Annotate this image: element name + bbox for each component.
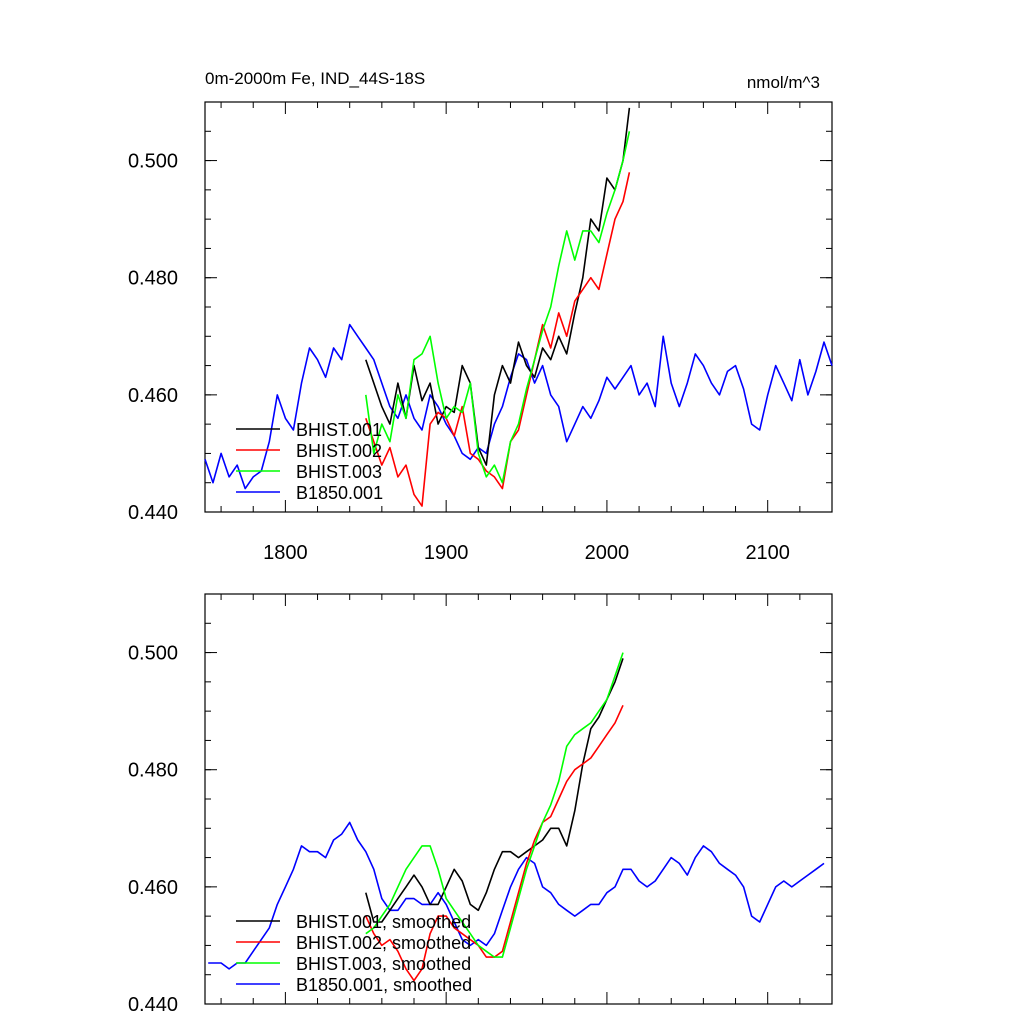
legend-label: BHIST.003, smoothed	[296, 954, 471, 974]
series-line-b1850-001-smoothed	[208, 821, 825, 970]
top-series	[204, 107, 833, 507]
bottom-series	[208, 652, 825, 982]
legend-label: BHIST.003	[296, 462, 382, 482]
y-tick-label: 0.500	[128, 151, 178, 173]
y-tick-label: 0.440	[128, 502, 178, 524]
y-tick-label: 0.480	[128, 760, 178, 782]
x-tick-label: 2000	[585, 542, 630, 564]
series-line-bhist-001-smoothed	[365, 658, 624, 923]
y-tick-label: 0.500	[128, 643, 178, 665]
legend-label: BHIST.002	[296, 441, 382, 461]
x-tick-label: 1800	[263, 542, 308, 564]
bottom-ticks: 0.440 0.460 0.480 0.500	[128, 593, 833, 1016]
series-line-bhist-003-smoothed	[365, 652, 624, 958]
series-line-bhist-002	[365, 172, 631, 507]
y-tick-label: 0.460	[128, 385, 178, 407]
x-tick-label: 2100	[745, 542, 790, 564]
series-line-bhist-001	[365, 107, 631, 466]
top-ticks: 0.440 0.460 0.480 0.500 1800 1900 2000 2100	[128, 101, 833, 564]
legend-label: B1850.001	[296, 483, 383, 503]
x-tick-label: 1900	[424, 542, 469, 564]
legend-label: BHIST.002, smoothed	[296, 933, 471, 953]
top-panel: 0m-2000m Fe, IND_44S-18S nmol/m^3 0.4400…	[128, 69, 833, 564]
top-title-left: 0m-2000m Fe, IND_44S-18S	[205, 69, 425, 88]
y-tick-label: 0.440	[128, 994, 178, 1016]
y-tick-label: 0.480	[128, 268, 178, 290]
bottom-panel: 0.440 0.460 0.480 0.500 BHIST.001, smoothed…	[128, 593, 833, 1016]
y-tick-label: 0.460	[128, 877, 178, 899]
legend-label: BHIST.001, smoothed	[296, 912, 471, 932]
legend-label: B1850.001, smoothed	[296, 975, 472, 995]
top-title-right: nmol/m^3	[747, 73, 820, 92]
legend-label: BHIST.001	[296, 420, 382, 440]
series-line-b1850-001	[204, 323, 833, 490]
series-line-bhist-003	[365, 131, 631, 484]
